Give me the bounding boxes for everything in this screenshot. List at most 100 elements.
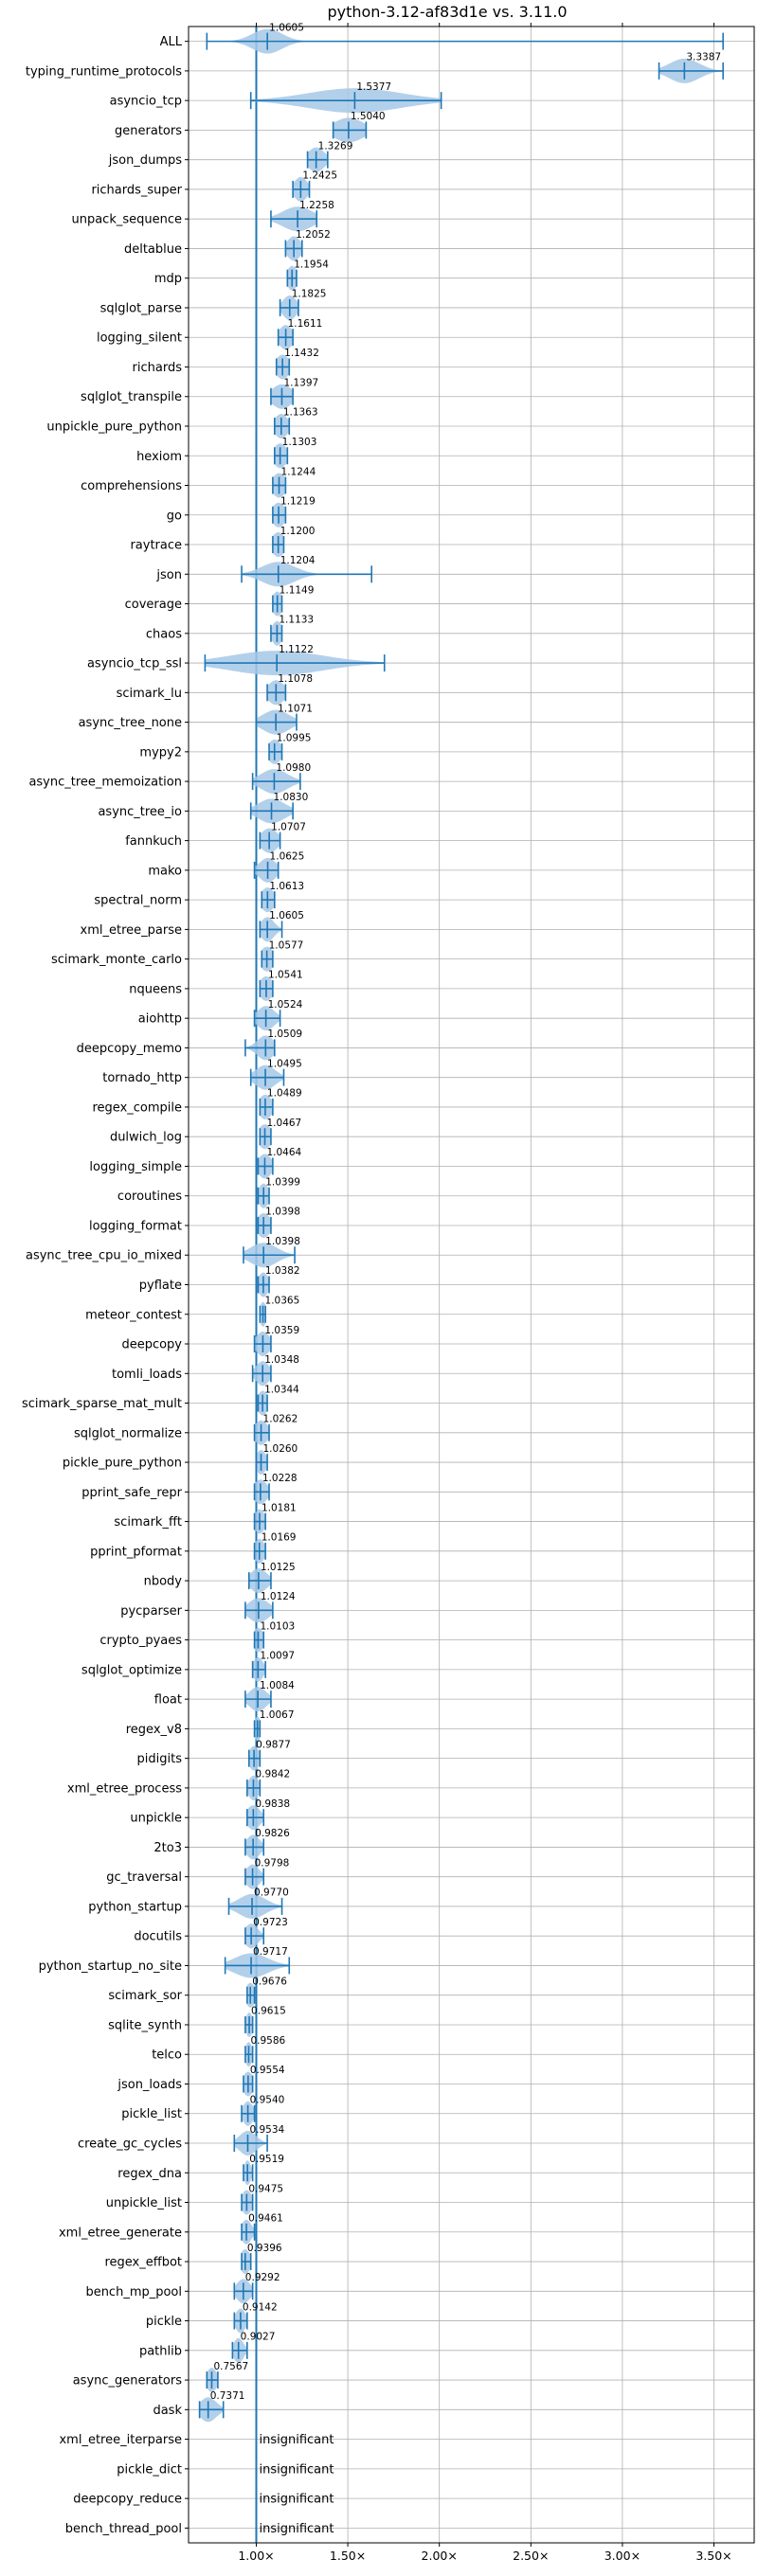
y-tick-label: xml_etree_generate <box>59 2226 182 2240</box>
violin-value-label: 1.0260 <box>263 1443 298 1455</box>
violin-value-label: 1.1204 <box>280 555 316 566</box>
insignificant-label: insignificant <box>259 2493 334 2507</box>
violin-value-label: 1.0228 <box>262 1473 298 1484</box>
y-tick-label: tomli_loads <box>112 1368 182 1382</box>
violin-value-label: 1.0467 <box>267 1118 302 1129</box>
y-tick-label: richards <box>133 361 183 375</box>
y-tick-label: json_loads <box>117 2078 182 2092</box>
violin-value-label: 0.9877 <box>256 1739 291 1750</box>
y-tick-label: sqlglot_normalize <box>74 1426 182 1440</box>
y-tick-label: docutils <box>134 1930 182 1944</box>
violin-value-label: 0.9798 <box>255 1857 290 1869</box>
violin-value-label: 0.7567 <box>213 2361 248 2372</box>
y-tick-label: unpack_sequence <box>71 213 182 227</box>
violin-value-label: 1.0605 <box>269 22 304 33</box>
violin-value-label: 1.0365 <box>265 1296 300 1307</box>
violin-value-label: 1.0067 <box>260 1709 295 1721</box>
violin-value-label: 0.9723 <box>253 1917 288 1928</box>
violin-value-label: 1.1078 <box>278 673 313 685</box>
insignificant-label: insignificant <box>259 2462 334 2477</box>
violin-value-label: 1.0524 <box>268 999 303 1011</box>
y-tick-label: unpickle <box>130 1812 182 1826</box>
violin-value-label: 1.0399 <box>265 1176 300 1188</box>
violin-value-label: 1.1432 <box>284 348 319 359</box>
y-tick-label: async_tree_cpu_io_mixed <box>26 1249 182 1263</box>
y-tick-label: logging_format <box>89 1219 182 1233</box>
y-axis-labels: ALL typing_runtime_protocols asyncio_tcpge… <box>22 35 189 2536</box>
violin-value-label: 0.9717 <box>253 1946 288 1958</box>
violin-value-label: 1.1244 <box>281 466 316 477</box>
y-tick-label: async_generators <box>73 2374 183 2388</box>
y-tick-label: pycparser <box>120 1604 182 1619</box>
violin-value-label: 1.2258 <box>299 200 334 211</box>
x-axis-ticks: 1.00× 1.50× 2.00× 2.50× 3.00× 3.50× <box>238 23 732 2563</box>
violin-value-label: 1.0509 <box>267 1029 302 1040</box>
y-tick-label: raytrace <box>130 539 182 553</box>
y-tick-label: scimark_lu <box>117 687 182 701</box>
y-tick-label: crypto_pyaes <box>99 1634 182 1648</box>
violin-value-label: 1.1133 <box>279 615 314 626</box>
y-tick-label: comprehensions <box>81 479 182 493</box>
y-tick-label: deltablue <box>124 242 182 257</box>
x-tick-label: 3.50× <box>695 2549 731 2563</box>
y-tick-label: coroutines <box>117 1190 182 1204</box>
violin-value-label: 1.5377 <box>356 81 391 93</box>
y-tick-label: bench_thread_pool <box>65 2522 182 2536</box>
violin-value-label: 1.0577 <box>269 939 304 951</box>
y-tick-label: create_gc_cycles <box>78 2138 182 2152</box>
y-tick-label: chaos <box>146 627 182 641</box>
y-tick-label: regex_dna <box>117 2167 182 2181</box>
violin-value-label: 1.0495 <box>267 1058 302 1069</box>
violin-value-label: 3.3387 <box>686 52 721 63</box>
y-tick-label: sqlite_synth <box>108 2018 182 2032</box>
y-tick-label: go <box>167 509 182 523</box>
violin-value-label: 1.0464 <box>266 1147 301 1158</box>
violin-value-label: 1.0169 <box>262 1532 297 1544</box>
violin-value-label: 1.1303 <box>282 437 317 448</box>
violin-value-label: 0.9554 <box>250 2065 285 2076</box>
y-tick-label: sqlglot_parse <box>100 301 182 315</box>
y-tick-label: float <box>154 1693 182 1708</box>
insignificant-label: insignificant <box>259 2433 334 2447</box>
y-tick-label: dask <box>153 2404 182 2418</box>
violin-value-label: 1.5040 <box>351 111 386 122</box>
violin-value-label: 1.0097 <box>260 1651 295 1662</box>
y-tick-label: async_tree_io <box>98 805 182 819</box>
y-tick-label: python_startup_no_site <box>39 1959 182 1974</box>
y-tick-label: deepcopy_memo <box>77 1042 182 1056</box>
violin-value-label: 0.9534 <box>249 2124 284 2136</box>
y-tick-label: regex_effbot <box>104 2256 182 2270</box>
y-tick-label: pprint_pformat <box>90 1545 182 1559</box>
violin-value-label: 1.0995 <box>277 733 312 744</box>
y-tick-label: nbody <box>144 1575 183 1589</box>
x-tick-label: 1.00× <box>238 2549 274 2563</box>
x-tick-label: 2.50× <box>513 2549 549 2563</box>
violin-value-label: 1.1149 <box>280 584 315 596</box>
y-tick-label: pickle_list <box>121 2107 182 2121</box>
x-tick-label: 3.00× <box>605 2549 641 2563</box>
y-tick-label: asyncio_tcp_ssl <box>87 657 182 671</box>
y-tick-label: scimark_fft <box>114 1515 182 1530</box>
violin-value-label: 1.0489 <box>267 1088 302 1100</box>
y-tick-label: fannkuch <box>125 834 182 849</box>
violin-value-label: 1.0344 <box>264 1384 299 1395</box>
violin-value-label: 0.9396 <box>247 2243 282 2254</box>
violin-value-label: 1.1219 <box>280 496 316 508</box>
y-tick-label: pickle <box>146 2315 182 2329</box>
y-tick-label: bench_mp_pool <box>85 2285 182 2299</box>
y-tick-label: dulwich_log <box>110 1131 182 1145</box>
violin-value-label: 1.0605 <box>269 910 304 921</box>
y-tick-label: pickle_pure_python <box>63 1457 182 1471</box>
y-tick-label: pathlib <box>139 2344 182 2358</box>
y-tick-label: hexiom <box>136 450 182 464</box>
y-tick-label: xml_etree_iterparse <box>59 2433 182 2447</box>
violin-value-label: 0.9586 <box>250 2035 285 2047</box>
y-tick-label: json_dumps <box>108 153 182 168</box>
y-tick-label: unpickle_pure_python <box>46 420 182 434</box>
violin-value-label: 1.0103 <box>260 1620 295 1632</box>
y-tick-label: pickle_dict <box>117 2462 182 2477</box>
y-tick-label: deepcopy <box>121 1338 182 1352</box>
y-tick-label: asyncio_tcp <box>110 95 182 109</box>
violin-value-label: 0.7371 <box>210 2390 245 2402</box>
violin-value-label: 0.9615 <box>251 2006 286 2017</box>
